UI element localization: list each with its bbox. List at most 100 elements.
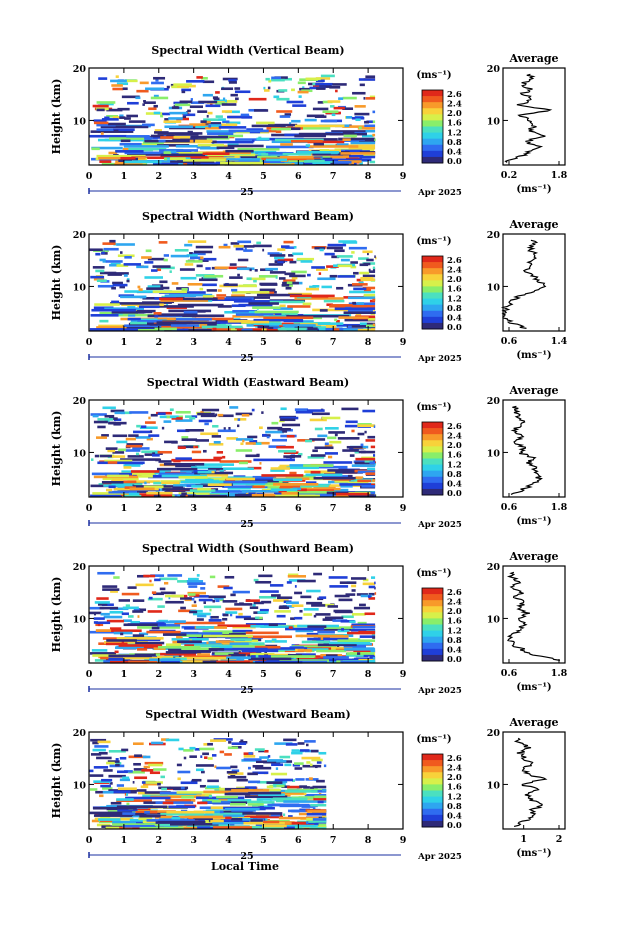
heatmap-cell: [291, 276, 298, 280]
heatmap-cell: [353, 271, 359, 275]
heatmap-cell: [267, 252, 280, 255]
heatmap-cell: [311, 266, 325, 269]
heatmap-cell: [298, 95, 302, 98]
colorbar-swatch: [422, 772, 443, 779]
heatmap-cell: [300, 489, 335, 492]
heatmap-cell: [340, 152, 376, 155]
heatmap-cell: [242, 812, 283, 815]
heatmap-cell: [349, 454, 355, 457]
heatmap-cell: [238, 652, 257, 655]
average-x-tick-label: 0.2: [501, 170, 518, 181]
heatmap-cell: [106, 761, 115, 765]
heatmap-cell: [329, 85, 341, 89]
heatmap-cell: [126, 135, 150, 138]
heatmap-cell: [222, 617, 228, 621]
heatmap-cell: [215, 91, 220, 94]
colorbar-swatch: [422, 286, 443, 293]
heatmap-cell: [347, 325, 352, 329]
heatmap-cell: [96, 279, 107, 283]
heatmap-cell: [240, 442, 244, 446]
heatmap-cell: [230, 638, 252, 641]
heatmap-cell: [292, 779, 296, 782]
heatmap-cell: [306, 821, 309, 824]
heatmap-cell: [116, 799, 152, 802]
heatmap-cell: [334, 594, 350, 598]
heatmap-cell: [123, 130, 127, 133]
heatmap-cell: [118, 599, 131, 602]
heatmap-cell: [118, 448, 127, 452]
heatmap-cell: [175, 410, 191, 414]
heatmap-cell: [305, 144, 311, 147]
colorbar-swatch: [422, 606, 443, 613]
heatmap-cell: [146, 287, 164, 290]
heatmap-cell: [229, 276, 243, 279]
heatmap-cell: [152, 290, 187, 294]
heatmap-cell: [294, 134, 326, 138]
heatmap-cell: [199, 747, 215, 751]
heatmap-cell: [303, 464, 334, 467]
heatmap-cell: [290, 617, 296, 620]
heatmap-cell: [291, 751, 303, 755]
heatmap-cell: [138, 305, 160, 309]
colorbar-tick-label: 0.0: [447, 821, 462, 831]
heatmap-cell: [238, 303, 273, 307]
heatmap-cell: [252, 475, 277, 479]
colorbar-swatch: [422, 458, 443, 466]
heatmap-cell: [307, 140, 345, 144]
heatmap-cell: [332, 83, 347, 86]
heatmap-cell: [321, 285, 332, 289]
heatmap-cell: [266, 435, 270, 439]
heatmap-cell: [165, 651, 202, 654]
heatmap-cell: [202, 634, 253, 638]
heatmap-cell: [90, 413, 107, 416]
heatmap-cell: [279, 659, 329, 662]
average-y-tick-label: 10: [487, 282, 501, 293]
heatmap-cell: [372, 323, 376, 327]
heatmap-cell: [190, 98, 193, 101]
heatmap-cell: [218, 797, 228, 801]
colorbar-swatch: [422, 470, 443, 478]
colorbar-swatch: [422, 636, 443, 644]
heatmap-cell: [194, 748, 201, 751]
heatmap-cell: [186, 321, 221, 325]
heatmap-cell: [337, 264, 353, 268]
heatmap-cell: [143, 100, 146, 103]
heatmap-cell: [321, 416, 341, 420]
heatmap-cell: [247, 803, 264, 806]
heatmap-cells: [89, 74, 376, 166]
heatmap-cell: [180, 597, 192, 600]
heatmap-cell: [351, 464, 376, 467]
heatmap-cell: [346, 445, 363, 449]
heatmap-cell: [110, 79, 127, 83]
heatmap-cell: [346, 325, 376, 328]
heatmap-cell: [138, 632, 149, 636]
heatmap-cell: [101, 434, 109, 437]
colorbar-tick-label: 2.0: [447, 773, 462, 783]
heatmap-cell: [374, 138, 376, 142]
heatmap-cell: [333, 328, 340, 331]
heatmap-cell: [372, 133, 376, 137]
heatmap-cell: [112, 116, 124, 119]
heatmap-cell: [116, 805, 168, 809]
heatmap-cell: [102, 585, 118, 588]
heatmap-cell: [255, 654, 259, 658]
heatmap-cell: [337, 437, 348, 440]
heatmap-cell: [313, 797, 327, 801]
colorbar-swatch: [422, 594, 443, 601]
heatmap-cell: [236, 438, 254, 441]
heatmap-cell: [235, 97, 239, 101]
heatmap-cell: [314, 246, 326, 250]
heatmap-cell: [225, 110, 240, 114]
heatmap-cell: [148, 416, 151, 420]
heatmap-cell: [245, 454, 260, 458]
heatmap-cell: [298, 320, 314, 323]
heatmap-cell: [157, 286, 170, 290]
heatmap-cell: [110, 328, 154, 331]
heatmap-cell: [359, 83, 365, 87]
heatmap-cell: [306, 159, 325, 163]
heatmap-cell: [286, 281, 293, 285]
heatmap-cell: [114, 650, 119, 654]
heatmap-cell: [212, 424, 219, 428]
heatmap-cell: [119, 778, 130, 782]
heatmap-cell: [221, 103, 237, 106]
